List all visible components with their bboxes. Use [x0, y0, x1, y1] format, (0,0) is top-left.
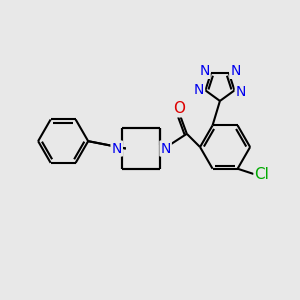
Text: N: N	[112, 142, 122, 155]
Text: N: N	[194, 83, 204, 98]
Text: N: N	[230, 64, 241, 78]
Text: O: O	[173, 101, 185, 116]
Text: Cl: Cl	[255, 167, 269, 182]
Text: N: N	[199, 64, 210, 78]
Text: N: N	[236, 85, 246, 99]
Text: N: N	[160, 142, 171, 155]
